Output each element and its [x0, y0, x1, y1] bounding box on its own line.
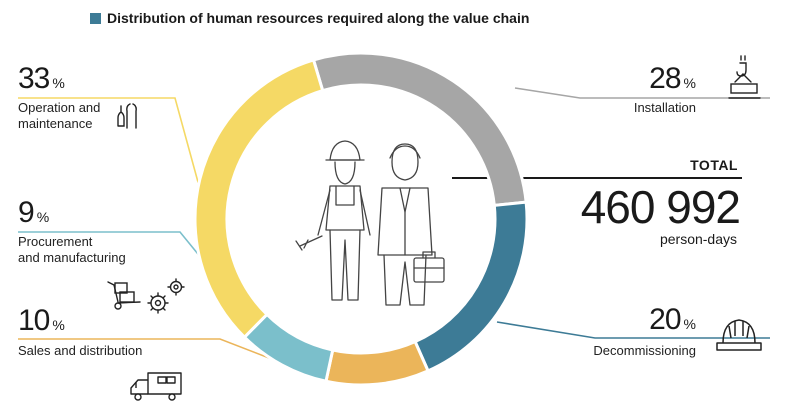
slice-sales-and-distribution: [324, 339, 431, 387]
slice-operation-and-maintenance: [193, 58, 325, 340]
chart-legend: Distribution of human resources required…: [90, 10, 529, 26]
sales-sign: %: [52, 317, 65, 333]
total-label: TOTAL: [690, 157, 738, 173]
procurement-label-line1: Procurement: [18, 234, 93, 249]
leader-operation: [18, 97, 208, 216]
hard-hat-icon: [716, 319, 762, 351]
operation-label-line1: Operation and: [18, 100, 101, 115]
procurement-sign: %: [36, 209, 50, 225]
chart-title: Distribution of human resources required…: [107, 10, 530, 26]
operation-sign: %: [52, 75, 65, 91]
leader-installation: [514, 87, 770, 99]
worker-male-icon: [377, 143, 445, 306]
procurement-label: Procurement and manufacturing: [18, 234, 126, 266]
decommissioning-label: Decommissioning: [593, 343, 696, 358]
decommissioning-value: 20: [649, 303, 681, 336]
worker-female-icon: [295, 140, 371, 301]
donut-slices: [193, 51, 529, 387]
tools-icon: [117, 103, 137, 129]
slice-installation: [311, 51, 528, 208]
leader-decommissioning: [496, 321, 770, 339]
decommissioning-sign: %: [683, 316, 696, 332]
decommissioning-percent: 20%: [649, 305, 696, 339]
slice-decommissioning: [413, 200, 529, 373]
procurement-percent: 9%: [18, 198, 49, 232]
operation-label-line2: maintenance: [18, 116, 93, 131]
sales-percent: 10%: [18, 306, 65, 340]
installation-label: Installation: [633, 100, 696, 115]
operation-value: 33: [18, 62, 50, 95]
procurement-label-line2: and manufacturing: [18, 250, 126, 265]
sales-label: Sales and distribution: [18, 343, 143, 358]
delivery-truck-icon: [130, 372, 182, 401]
legend-swatch: [90, 12, 101, 24]
total-value: 460 992: [580, 181, 741, 233]
installation-percent: 28%: [649, 64, 696, 98]
operation-percent: 33%: [18, 64, 65, 98]
procurement-value: 9: [18, 196, 35, 229]
crane-hook-icon: [728, 55, 761, 99]
installation-sign: %: [683, 75, 696, 91]
sales-value: 10: [18, 304, 50, 337]
gears-icon: [147, 278, 185, 314]
installation-value: 28: [649, 62, 681, 95]
total-unit: person-days: [659, 231, 737, 247]
operation-label: Operation and maintenance: [18, 100, 100, 132]
hand-truck-icon: [107, 281, 141, 310]
